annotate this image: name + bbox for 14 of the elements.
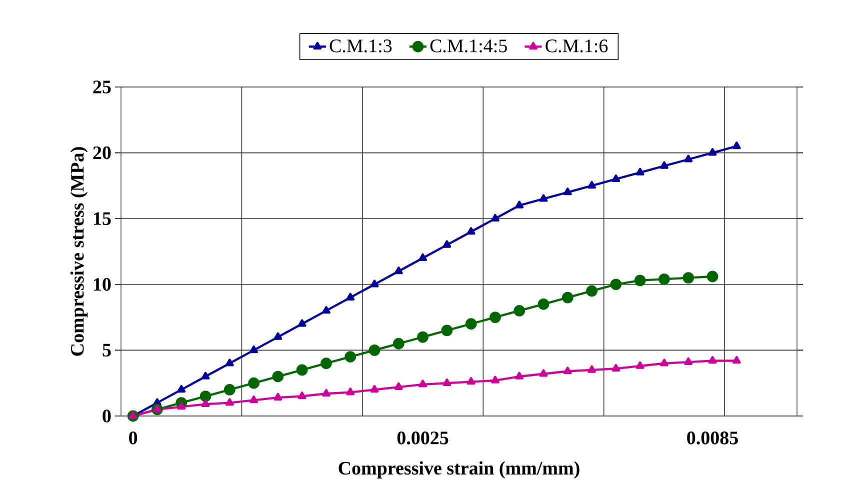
- y-tick-label: 15: [94, 212, 111, 225]
- x-tick-label: 0.0025: [397, 432, 448, 444]
- x-tick-label: 0: [129, 432, 138, 444]
- x-axis-title: Compressive strain (mm/mm): [338, 461, 580, 478]
- y-tick-label: 25: [93, 80, 111, 94]
- y-tick-label: 0: [102, 410, 111, 422]
- legend-label: C.M.1:3: [330, 40, 392, 52]
- y-tick-label: 20: [93, 146, 111, 160]
- y-tick-label: 5: [102, 344, 111, 357]
- x-tick-label: 0.0085: [687, 432, 738, 444]
- legend-label: C.M.1:4:5: [430, 40, 507, 52]
- y-axis-title: Compressive stress (MPa): [70, 147, 88, 356]
- legend-label: C.M.1:6: [546, 40, 608, 52]
- y-tick-label: 10: [94, 278, 111, 291]
